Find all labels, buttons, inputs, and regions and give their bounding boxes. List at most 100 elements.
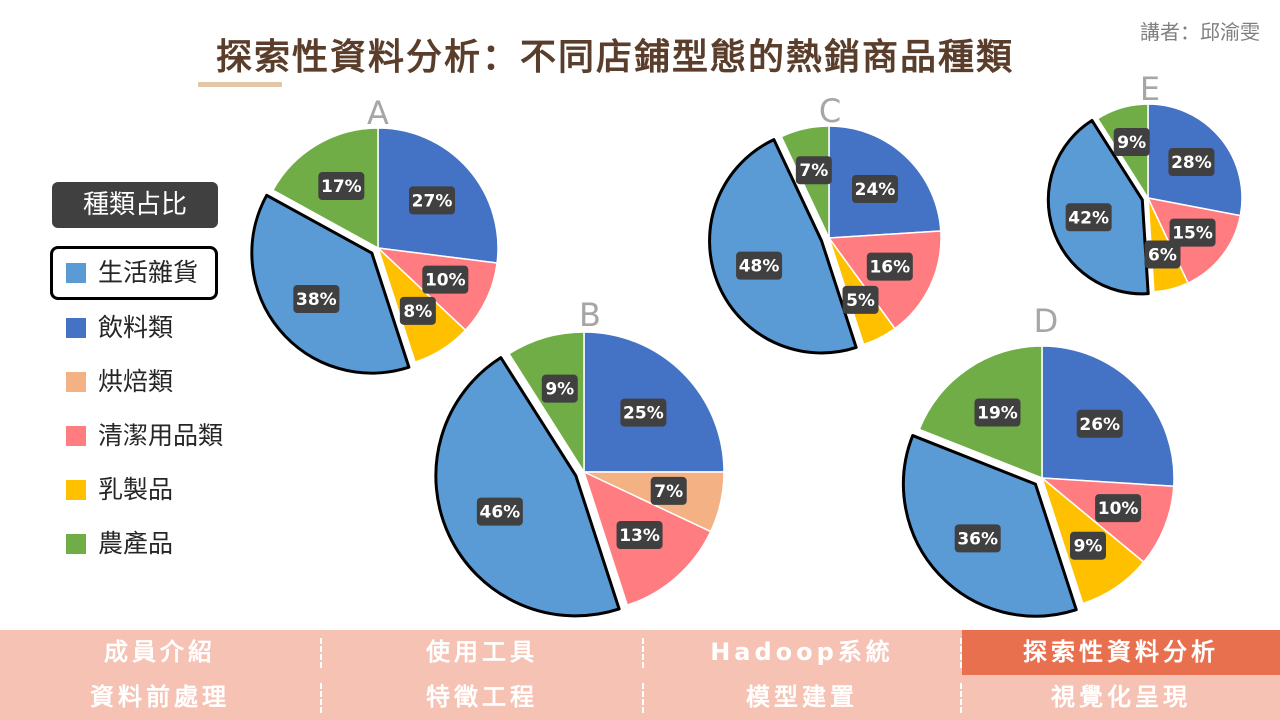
data-label-bg	[409, 186, 456, 215]
legend-swatch	[66, 534, 86, 554]
legend-label: 烘焙類	[98, 367, 174, 396]
data-label: 10%	[422, 265, 469, 294]
pie-chart-e: 28% 15%6% 42% 9% E	[1046, 70, 1243, 296]
nav-divider	[960, 683, 962, 713]
legend-swatch	[66, 318, 86, 338]
nav-item-hadoop[interactable]: Hadoop系統	[710, 638, 894, 666]
legend-title: 種類占比	[52, 182, 218, 228]
data-label-bg	[1065, 203, 1112, 232]
data-label: 8%	[399, 296, 436, 325]
nav-item-members[interactable]: 成員介紹	[104, 638, 216, 666]
page-title: 探索性資料分析：不同店鋪型態的熱銷商品種類	[215, 37, 1014, 78]
nav-item-feature-engineering[interactable]: 特徵工程	[426, 683, 538, 711]
legend-label: 清潔用品類	[98, 421, 224, 450]
data-label-bg	[1144, 240, 1181, 269]
data-label-bg	[852, 175, 899, 204]
legend-swatch	[66, 372, 86, 392]
data-label-bg	[1168, 148, 1215, 177]
nav-item-eda[interactable]: 探索性資料分析	[962, 630, 1280, 675]
data-label-text: 6%	[1148, 245, 1177, 265]
data-label: 17%	[318, 172, 365, 201]
legend-label: 飲料類	[98, 313, 174, 342]
data-label: 28%	[1168, 148, 1215, 177]
legend-swatch	[66, 426, 86, 446]
data-label: 7%	[650, 476, 687, 505]
legend-item-beverage: 飲料類	[66, 310, 173, 346]
pie-slice	[434, 356, 621, 618]
nav-item-tools[interactable]: 使用工具	[426, 638, 538, 666]
data-label: 9%	[1070, 531, 1107, 560]
data-label-bg	[1095, 494, 1142, 523]
pie-slice	[250, 193, 411, 375]
data-label: 27%	[409, 186, 456, 215]
data-label: 24%	[852, 175, 899, 204]
data-label-bg	[795, 156, 832, 185]
data-label-text: 24%	[855, 180, 896, 200]
legend-swatch	[66, 480, 86, 500]
legend-item-dairy: 乳製品	[66, 472, 173, 508]
data-label: 13%	[616, 521, 663, 550]
nav-row-2: 資料前處理 特徵工程 模型建置 視覺化呈現	[0, 675, 1280, 720]
data-label-bg	[541, 374, 578, 403]
data-label-bg	[1070, 531, 1107, 560]
data-label-text: 38%	[296, 290, 337, 310]
data-label: 46%	[476, 497, 523, 526]
data-label-bg	[1076, 409, 1123, 438]
data-label: 9%	[1113, 128, 1150, 157]
nav-divider	[642, 638, 644, 668]
data-label-bg	[866, 252, 913, 281]
legend-label: 乳製品	[98, 475, 174, 504]
chart-title: A	[367, 94, 389, 132]
nav-item-modeling[interactable]: 模型建置	[746, 683, 858, 711]
nav-item-visualization[interactable]: 視覺化呈現	[1051, 683, 1191, 711]
data-label-bg	[1169, 218, 1216, 247]
data-label: 38%	[293, 284, 340, 313]
data-label-text: 36%	[957, 529, 998, 549]
data-label: 7%	[795, 156, 832, 185]
data-label-text: 15%	[1172, 224, 1213, 244]
legend-swatch	[66, 263, 86, 283]
data-label-bg	[842, 285, 879, 314]
data-label-text: 28%	[1171, 153, 1212, 173]
pie-chart-a: 27% 10% 8% 38% 17% A	[250, 94, 499, 375]
data-label: 42%	[1065, 203, 1112, 232]
data-label-text: 10%	[425, 271, 466, 291]
data-label-bg	[616, 521, 663, 550]
data-label: 9%	[541, 374, 578, 403]
speaker-label: 講者：邱渝雯	[1140, 20, 1260, 44]
data-label: 6%	[1144, 240, 1181, 269]
pie-slice	[708, 138, 858, 355]
data-label: 48%	[736, 251, 783, 280]
legend-item-living: 生活雜貨	[66, 255, 198, 291]
legend-highlight-box	[50, 246, 218, 300]
data-label-bg	[620, 398, 667, 427]
data-label-text: 42%	[1068, 208, 1109, 228]
data-label-bg	[318, 172, 365, 201]
data-label: 36%	[954, 524, 1001, 553]
nav-row-1: 成員介紹 使用工具 Hadoop系統 探索性資料分析	[0, 630, 1280, 675]
data-label-text: 46%	[479, 503, 520, 523]
nav-divider	[642, 683, 644, 713]
pie-chart-c: 24% 16% 5% 48% 7% C	[708, 92, 942, 355]
data-label: 5%	[842, 285, 879, 314]
data-label-bg	[293, 284, 340, 313]
data-label-text: 7%	[799, 161, 828, 181]
data-label-text: 17%	[321, 177, 362, 197]
data-label-text: 25%	[623, 404, 664, 424]
data-label-bg	[399, 296, 436, 325]
data-label-text: 7%	[654, 482, 683, 502]
pie-charts: 27% 10% 8% 38% 17% A 25% 7% 13% 46% 9% B 24% 16% 5% 48%…	[250, 70, 1243, 618]
data-label-bg	[422, 265, 469, 294]
data-label-text: 16%	[869, 258, 910, 278]
data-label-text: 26%	[1079, 415, 1120, 435]
data-label-bg	[736, 251, 783, 280]
data-label-text: 13%	[619, 526, 660, 546]
nav-item-preprocessing[interactable]: 資料前處理	[90, 683, 230, 711]
data-label-text: 8%	[403, 302, 432, 322]
title-underline	[198, 82, 282, 87]
legend-item-cleaning: 清潔用品類	[66, 418, 223, 454]
data-label-text: 5%	[846, 291, 875, 311]
data-label: 26%	[1076, 409, 1123, 438]
chart-title: E	[1140, 70, 1160, 108]
data-label-bg	[650, 476, 687, 505]
